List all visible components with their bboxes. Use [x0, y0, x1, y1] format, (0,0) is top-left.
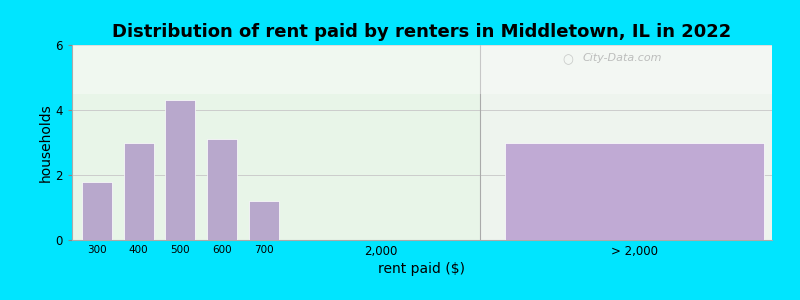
- Text: ○: ○: [562, 53, 573, 66]
- Bar: [207, 139, 237, 240]
- Bar: [249, 201, 278, 240]
- Bar: [166, 100, 195, 240]
- Text: City-Data.com: City-Data.com: [583, 53, 662, 63]
- Bar: [72, 45, 772, 94]
- X-axis label: rent paid ($): rent paid ($): [378, 262, 466, 276]
- Bar: [480, 45, 772, 240]
- Title: Distribution of rent paid by renters in Middletown, IL in 2022: Distribution of rent paid by renters in …: [112, 23, 732, 41]
- Bar: [506, 142, 764, 240]
- Bar: [124, 142, 154, 240]
- Bar: [82, 182, 112, 240]
- Y-axis label: households: households: [38, 103, 53, 182]
